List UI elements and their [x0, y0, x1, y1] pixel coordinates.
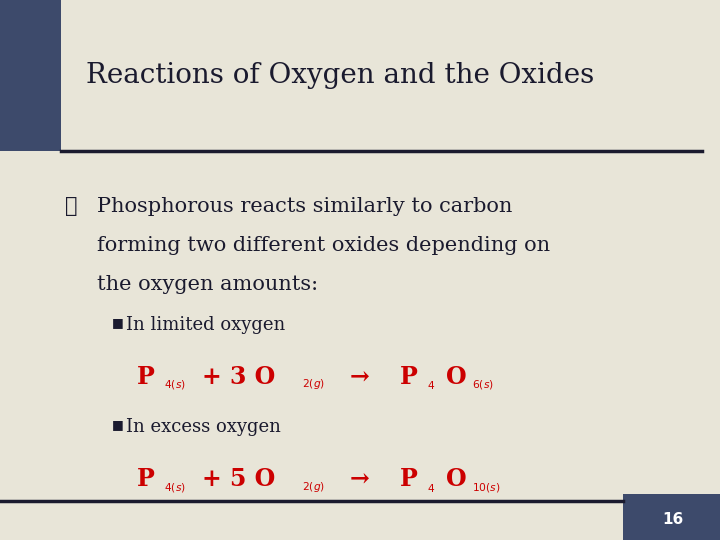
Text: O: O — [446, 364, 467, 388]
Text: forming two different oxides depending on: forming two different oxides depending o… — [97, 236, 550, 255]
Text: $_{4}$: $_{4}$ — [427, 378, 435, 392]
Text: $_{4(s)}$: $_{4(s)}$ — [164, 378, 186, 392]
Text: P: P — [137, 364, 155, 388]
Text: Phosphorous reacts similarly to carbon: Phosphorous reacts similarly to carbon — [97, 197, 513, 216]
Text: ■: ■ — [112, 316, 123, 329]
Text: In limited oxygen: In limited oxygen — [126, 316, 285, 334]
Text: P: P — [400, 364, 418, 388]
Text: Reactions of Oxygen and the Oxides: Reactions of Oxygen and the Oxides — [86, 62, 595, 89]
Text: →: → — [349, 364, 369, 388]
Text: $_{4}$: $_{4}$ — [427, 481, 435, 495]
Text: In excess oxygen: In excess oxygen — [126, 418, 281, 436]
Text: P: P — [400, 467, 418, 491]
Bar — [0, 0, 61, 151]
Text: $_{2(g)}$: $_{2(g)}$ — [302, 378, 325, 392]
Text: + 5 O: + 5 O — [202, 467, 275, 491]
Text: $_{10(s)}$: $_{10(s)}$ — [472, 481, 500, 495]
Bar — [623, 494, 720, 540]
Text: $_{2(g)}$: $_{2(g)}$ — [302, 481, 325, 495]
Text: + 3 O: + 3 O — [202, 364, 275, 388]
Text: ❖: ❖ — [65, 197, 77, 216]
Text: →: → — [349, 467, 369, 491]
Text: ■: ■ — [112, 418, 123, 431]
Text: $_{4(s)}$: $_{4(s)}$ — [164, 481, 186, 495]
Text: P: P — [137, 467, 155, 491]
Text: $_{6(s)}$: $_{6(s)}$ — [472, 378, 493, 392]
Text: the oxygen amounts:: the oxygen amounts: — [97, 275, 318, 294]
Text: 16: 16 — [662, 512, 684, 527]
Text: O: O — [446, 467, 467, 491]
